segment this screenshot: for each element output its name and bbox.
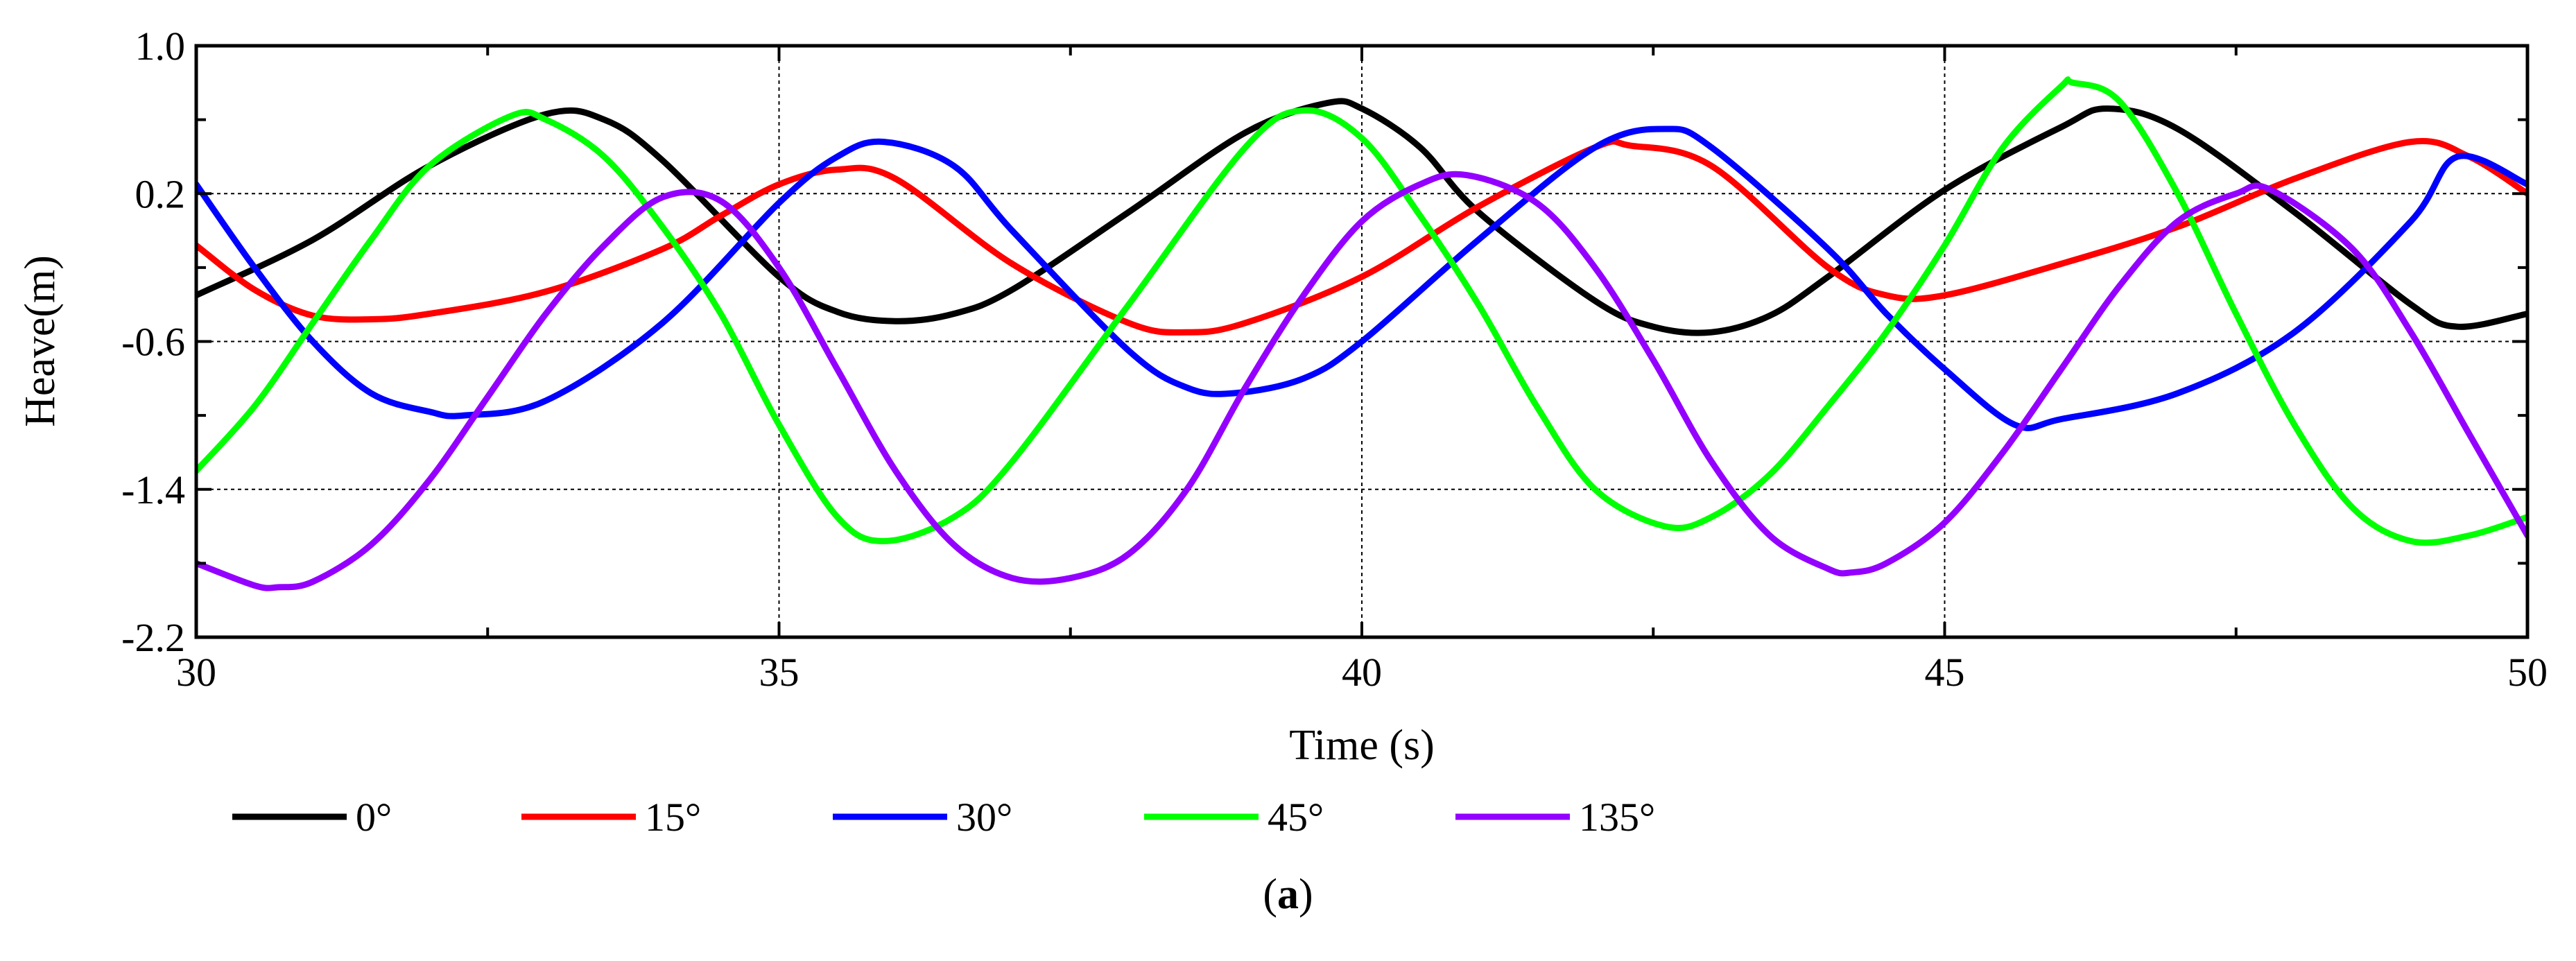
x-tick-label: 35 (759, 650, 799, 695)
y-tick-label: 0.2 (135, 171, 186, 216)
x-tick-label: 45 (1925, 650, 1965, 695)
x-tick-label: 40 (1342, 650, 1382, 695)
legend-label: 15° (645, 795, 701, 840)
legend-label: 45° (1268, 795, 1324, 840)
y-tick-label: -0.6 (121, 320, 185, 365)
x-tick-label: 30 (176, 650, 216, 695)
legend-label: 0° (356, 795, 392, 840)
series-group (196, 76, 2527, 591)
y-tick-label: 1.0 (135, 24, 186, 69)
y-tick-label: -1.4 (121, 467, 185, 512)
series-line-15deg (196, 138, 2527, 336)
series-line-30deg (196, 125, 2527, 431)
axis-ticks (195, 44, 2529, 639)
x-tick-label: 50 (2507, 650, 2548, 695)
x-axis-label: Time (s) (1289, 722, 1435, 769)
y-tick-labels: -2.2 -1.4 -0.6 0.2 1.0 (121, 24, 185, 660)
legend: 0° 15° 30° 45° 135° (232, 795, 1655, 840)
legend-label: 30° (956, 795, 1012, 840)
panel-label: (a) (1263, 871, 1313, 918)
x-tick-labels: 30 35 40 45 50 (176, 650, 2548, 695)
y-tick-label: -2.2 (121, 615, 185, 660)
series-line-135deg (196, 171, 2527, 591)
series-line-0deg (196, 98, 2527, 336)
legend-label: 135° (1579, 795, 1655, 840)
y-axis-label: Heave(m) (17, 255, 64, 427)
series-line-45deg (196, 76, 2527, 546)
